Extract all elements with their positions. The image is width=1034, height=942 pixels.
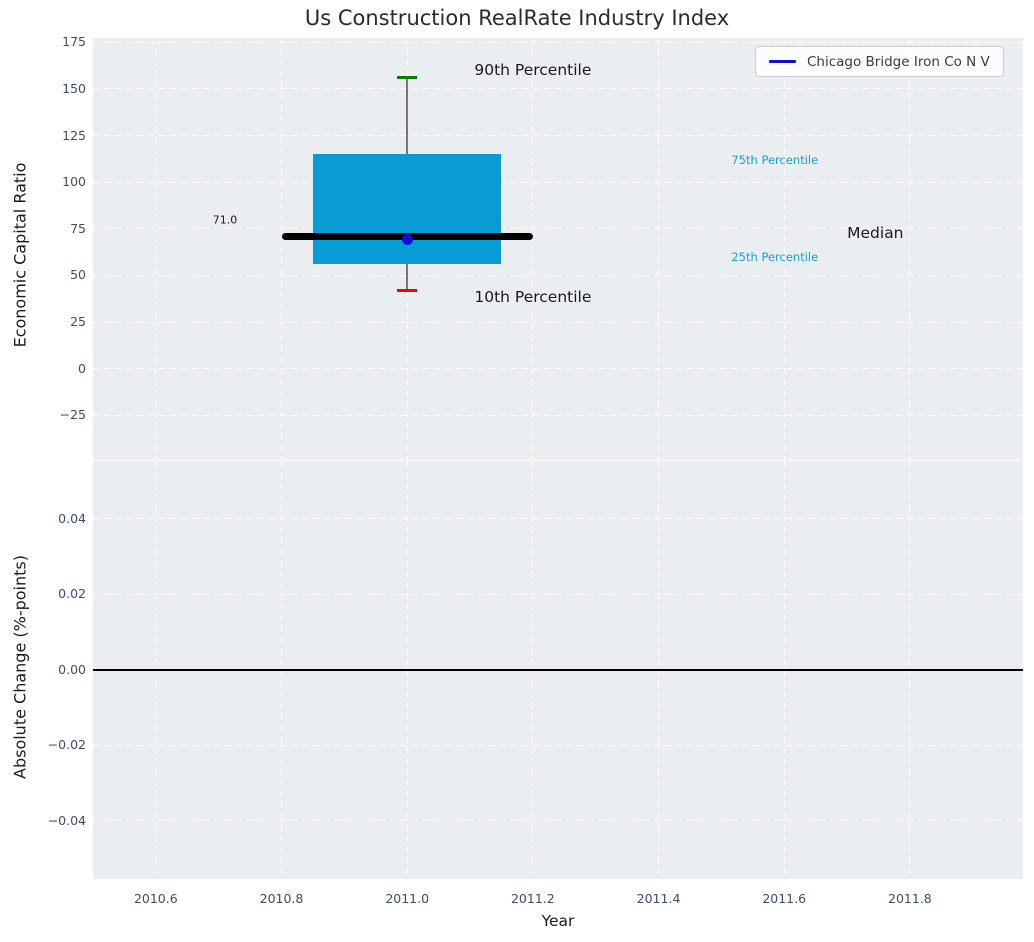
gridline-horizontal bbox=[93, 414, 1023, 416]
y-tick-label: −0.04 bbox=[47, 812, 86, 828]
x-tick-label: 2011.6 bbox=[762, 891, 807, 906]
gridline-vertical bbox=[783, 38, 785, 460]
x-tick-label: 2010.6 bbox=[133, 891, 178, 906]
top-y-axis-label: Economic Capital Ratio bbox=[10, 162, 30, 348]
gridline-vertical bbox=[532, 38, 534, 460]
legend-label: Chicago Bridge Iron Co N V bbox=[807, 53, 990, 70]
gridline-horizontal bbox=[93, 228, 1023, 230]
gridline-horizontal bbox=[93, 274, 1023, 276]
annotation-10th-percentile: 10th Percentile bbox=[474, 287, 592, 306]
gridline-horizontal bbox=[93, 321, 1023, 323]
gridline-vertical bbox=[909, 38, 911, 460]
gridline-horizontal bbox=[93, 820, 1023, 822]
y-tick-label: −25 bbox=[59, 407, 86, 423]
gridline-horizontal bbox=[93, 518, 1023, 520]
gridline-vertical bbox=[281, 38, 282, 460]
x-tick-label: 2011.4 bbox=[636, 891, 681, 906]
box-iqr-rect bbox=[312, 154, 502, 265]
legend: Chicago Bridge Iron Co N V bbox=[755, 46, 1004, 77]
gridline-vertical bbox=[658, 38, 660, 460]
y-tick-label: 0.02 bbox=[58, 586, 86, 602]
y-tick-label: 75 bbox=[70, 220, 86, 236]
annotation-25th-percentile: 25th Percentile bbox=[731, 249, 819, 264]
y-tick-label: 0.00 bbox=[58, 661, 86, 677]
gridline-horizontal bbox=[93, 135, 1023, 137]
x-tick-label: 2011.0 bbox=[385, 891, 430, 906]
top-axes: 90th Percentile 10th Percentile 75th Perce… bbox=[93, 38, 1023, 460]
y-tick-label: −0.02 bbox=[47, 737, 86, 753]
annotation-90th-percentile: 90th Percentile bbox=[474, 61, 592, 80]
gridline-horizontal bbox=[93, 181, 1023, 183]
gridline-horizontal bbox=[93, 593, 1023, 595]
whisker-cap-10th bbox=[397, 288, 418, 292]
x-tick-label: 2011.8 bbox=[888, 891, 932, 906]
y-tick-label: 150 bbox=[62, 80, 86, 96]
y-tick-label: 100 bbox=[62, 174, 86, 190]
gridline-horizontal bbox=[93, 744, 1023, 746]
gridline-horizontal bbox=[93, 368, 1023, 370]
x-tick-label: 2011.2 bbox=[510, 891, 555, 906]
y-tick-label: 175 bbox=[62, 34, 86, 50]
y-tick-label: 0.04 bbox=[58, 510, 86, 526]
y-tick-label: 125 bbox=[62, 127, 86, 143]
zero-line bbox=[93, 668, 1023, 671]
bottom-y-axis-label: Absolute Change (%-points) bbox=[10, 555, 30, 779]
y-tick-label: 25 bbox=[70, 314, 86, 329]
gridline-horizontal bbox=[93, 88, 1023, 90]
gridline-horizontal bbox=[93, 41, 1023, 43]
annotation-median: Median bbox=[847, 224, 904, 243]
annotation-71-0: 71.0 bbox=[212, 213, 238, 227]
x-tick-label: 2010.8 bbox=[259, 891, 304, 906]
legend-line-swatch bbox=[769, 60, 796, 63]
company-data-point bbox=[401, 234, 413, 246]
annotation-75th-percentile: 75th Percentile bbox=[731, 152, 819, 167]
chart-title: Us Construction RealRate Industry Index bbox=[304, 6, 730, 30]
whisker-cap-90th bbox=[397, 76, 418, 80]
y-tick-label: 0 bbox=[78, 360, 86, 376]
gridline-vertical bbox=[155, 38, 157, 460]
bottom-axes bbox=[93, 461, 1023, 879]
y-tick-label: 50 bbox=[70, 267, 86, 283]
x-axis-label: Year bbox=[541, 912, 575, 930]
